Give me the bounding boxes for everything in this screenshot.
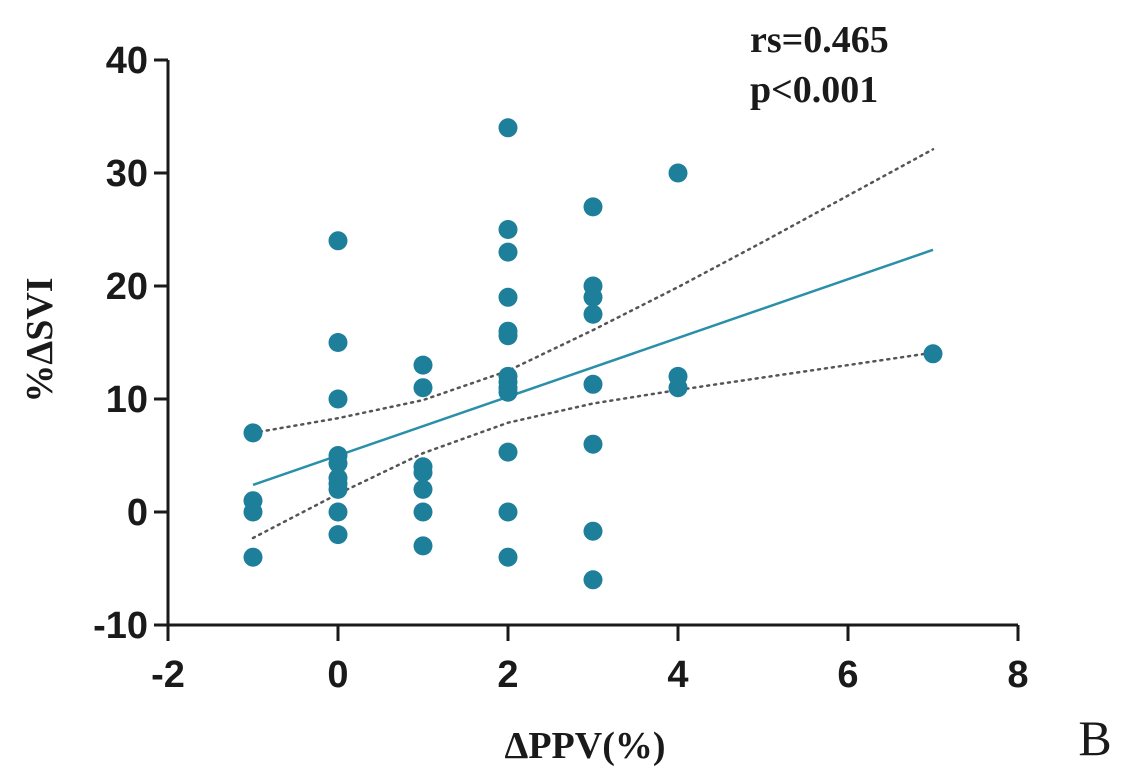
x-tick-label: 4 xyxy=(667,654,688,696)
regression-line-group xyxy=(252,248,934,487)
data-points xyxy=(243,118,943,590)
data-point xyxy=(498,118,518,138)
data-point xyxy=(243,423,263,443)
data-point xyxy=(328,453,348,473)
data-point xyxy=(328,389,348,409)
data-point xyxy=(413,502,433,522)
data-point xyxy=(413,378,433,398)
y-tick-label: 10 xyxy=(106,379,148,421)
data-point xyxy=(328,479,348,499)
x-tick-label: 8 xyxy=(1007,654,1028,696)
data-point xyxy=(413,355,433,375)
data-point xyxy=(583,434,603,454)
x-tick-label: 0 xyxy=(327,654,348,696)
panel-label: B xyxy=(1078,710,1111,766)
data-point xyxy=(583,287,603,307)
data-point xyxy=(583,570,603,590)
data-point xyxy=(328,502,348,522)
x-axis-title: ΔPPV(%) xyxy=(505,725,666,767)
data-point xyxy=(413,536,433,556)
data-point xyxy=(498,326,518,346)
data-point xyxy=(498,242,518,262)
data-point xyxy=(668,163,688,183)
data-point xyxy=(243,502,263,522)
data-point xyxy=(498,382,518,402)
ci-lower-curve xyxy=(251,351,935,540)
data-point xyxy=(243,547,263,567)
data-point xyxy=(498,442,518,462)
data-point xyxy=(668,378,688,398)
data-point xyxy=(498,287,518,307)
data-point xyxy=(328,525,348,545)
data-point xyxy=(498,547,518,567)
data-point xyxy=(583,374,603,394)
y-tick-label: 20 xyxy=(106,266,148,308)
data-point xyxy=(583,304,603,324)
data-point xyxy=(413,462,433,482)
x-tick-label: 6 xyxy=(837,654,858,696)
data-point xyxy=(583,197,603,217)
p-value-annotation: p<0.001 xyxy=(750,69,878,111)
data-point xyxy=(413,479,433,499)
data-point xyxy=(328,231,348,251)
data-point xyxy=(583,521,603,541)
confidence-band xyxy=(251,148,935,540)
data-point xyxy=(498,220,518,239)
y-axis-title: %ΔSVI xyxy=(19,277,61,402)
axes: -10 0 10 20 30 40 -2 0 2 4 6 8 xyxy=(93,40,1028,696)
y-tick-label: 30 xyxy=(106,153,148,195)
correlation-annotation: rs=0.465 xyxy=(750,19,889,61)
y-tick-label: 0 xyxy=(127,492,148,534)
data-point xyxy=(328,333,348,352)
data-point xyxy=(923,344,943,364)
regression-line xyxy=(252,248,934,487)
x-tick-label: -2 xyxy=(151,654,185,696)
y-tick-label: 40 xyxy=(106,40,148,82)
x-tick-label: 2 xyxy=(497,654,518,696)
ci-upper-curve xyxy=(251,148,935,435)
data-point xyxy=(498,502,518,522)
y-tick-label: -10 xyxy=(93,605,148,647)
